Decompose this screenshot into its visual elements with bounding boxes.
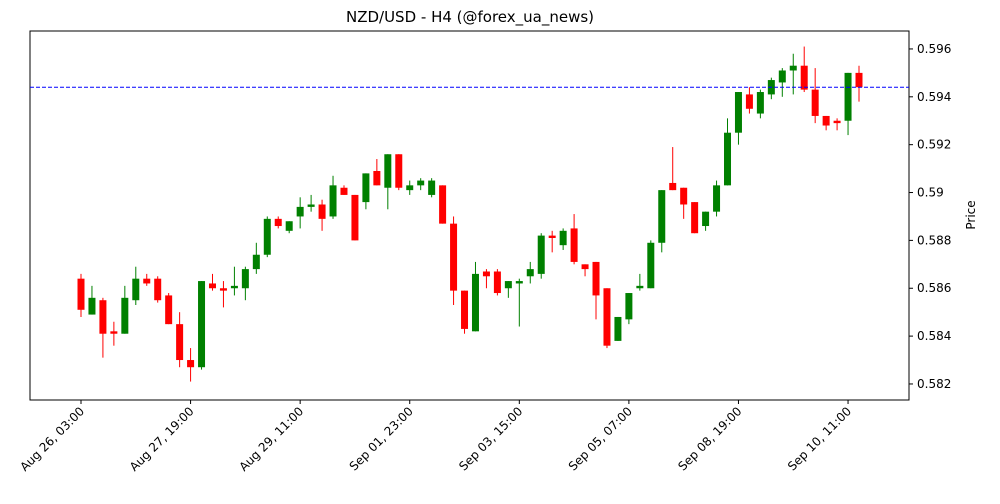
y-tick-label: 0.59 <box>917 186 944 200</box>
candle-body <box>384 154 392 188</box>
candle-body <box>307 204 315 207</box>
candle-body <box>252 254 260 270</box>
candle-body <box>789 65 797 71</box>
candle-body <box>515 281 523 284</box>
chart-title: NZD/USD - H4 (@forex_ua_news) <box>346 8 594 27</box>
candle-body <box>724 132 732 186</box>
x-tick-label: Sep 08, 19:00 <box>675 404 744 473</box>
candle-body <box>274 218 282 227</box>
candle-body <box>176 324 184 361</box>
y-tick-label: 0.586 <box>917 281 951 295</box>
y-tick-label: 0.596 <box>917 42 951 56</box>
candle-body <box>756 92 764 114</box>
candle-body <box>592 261 600 296</box>
candle-body <box>208 283 216 289</box>
candle-body <box>647 242 655 289</box>
candle-body <box>154 278 162 301</box>
candle-body <box>143 278 151 284</box>
candle-body <box>263 218 271 255</box>
candle-body <box>230 285 238 289</box>
y-tick-label: 0.592 <box>917 138 951 152</box>
y-tick-label: 0.588 <box>917 233 951 247</box>
y-tick-label: 0.584 <box>917 329 951 343</box>
candle-body <box>669 182 677 191</box>
candle-body <box>493 271 501 294</box>
candle-body <box>406 185 414 191</box>
candle-body <box>844 72 852 121</box>
candle-body <box>680 187 688 205</box>
candle-body <box>351 194 359 241</box>
x-tick-label: Sep 03, 15:00 <box>456 404 525 473</box>
candle-body <box>734 92 742 133</box>
candle-body <box>373 170 381 186</box>
candle-body <box>99 300 107 334</box>
candle-body <box>461 290 469 329</box>
candle-body <box>219 288 227 291</box>
candle-body <box>362 173 370 203</box>
candle-body <box>121 297 129 334</box>
candle-body <box>428 180 436 195</box>
candle-body <box>329 185 337 217</box>
candle-body <box>439 185 447 224</box>
x-tick-label: Aug 29, 11:00 <box>236 404 306 474</box>
candle-body <box>318 204 326 219</box>
candle-body <box>658 190 666 243</box>
y-axis-label: Price <box>964 200 978 229</box>
x-tick-label: Sep 01, 23:00 <box>347 404 416 473</box>
candle-body <box>471 273 479 332</box>
candle-body <box>482 271 490 277</box>
x-tick-label: Sep 10, 11:00 <box>785 404 854 473</box>
candle-body <box>88 297 96 315</box>
plot-frame <box>29 30 910 401</box>
candle-body <box>77 278 85 310</box>
candle-body <box>800 65 808 90</box>
candle-body <box>165 295 173 325</box>
candle-body <box>603 288 611 346</box>
y-tick-label: 0.582 <box>917 377 951 391</box>
candle-body <box>702 211 710 227</box>
y-tick-label: 0.594 <box>917 90 951 104</box>
candle-body <box>713 185 721 212</box>
candle-body <box>691 202 699 234</box>
candle-body <box>187 360 195 368</box>
candle-body <box>198 281 206 368</box>
candle-body <box>811 89 819 116</box>
candle-body <box>537 235 545 274</box>
candle-body <box>340 187 348 195</box>
candle-body <box>526 269 534 277</box>
candle-body <box>450 223 458 291</box>
candle-body <box>625 293 633 320</box>
candle-body <box>132 278 140 301</box>
candle-body <box>395 154 403 188</box>
candle-body <box>636 285 644 289</box>
candle-body <box>614 316 622 341</box>
candle-body <box>570 228 578 262</box>
candle-body <box>241 269 249 289</box>
candle-body <box>548 235 556 238</box>
candle-body <box>417 180 425 186</box>
x-tick-label: Aug 26, 03:00 <box>17 404 87 474</box>
candle-body <box>110 331 118 334</box>
candle-body <box>778 70 786 83</box>
candle-body <box>833 120 841 124</box>
candle-body <box>745 94 753 109</box>
candle-body <box>285 221 293 231</box>
candle-body <box>822 115 830 126</box>
candle-body <box>581 264 589 270</box>
candle-body <box>855 72 863 88</box>
candle-body <box>559 230 567 246</box>
x-tick-label: Sep 05, 07:00 <box>566 404 635 473</box>
x-tick-label: Aug 27, 19:00 <box>127 404 197 474</box>
candle-body <box>504 281 512 289</box>
candle-body <box>296 206 304 217</box>
